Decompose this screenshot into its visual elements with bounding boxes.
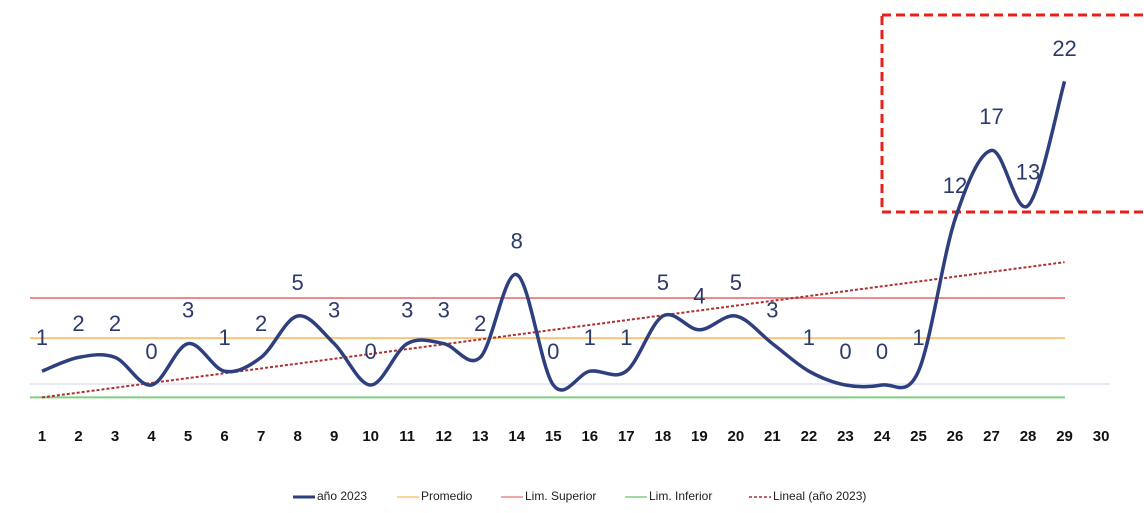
data-label: 1 xyxy=(912,325,924,350)
x-tick-label: 27 xyxy=(983,428,1000,445)
x-tick-label: 8 xyxy=(293,428,301,445)
data-label: 3 xyxy=(182,297,194,322)
x-tick-label: 9 xyxy=(330,428,338,445)
data-label: 3 xyxy=(401,297,413,322)
x-tick-label: 19 xyxy=(691,428,708,445)
data-label: 13 xyxy=(1016,159,1040,184)
x-tick-label: 23 xyxy=(837,428,854,445)
legend-label: año 2023 xyxy=(317,489,367,503)
x-tick-label: 24 xyxy=(874,428,891,445)
legend-label: Promedio xyxy=(421,489,473,503)
x-tick-label: 28 xyxy=(1020,428,1037,445)
data-label: 0 xyxy=(547,339,559,364)
x-tick-label: 6 xyxy=(220,428,228,445)
data-label: 0 xyxy=(876,339,888,364)
legend-label: Lineal (año 2023) xyxy=(773,489,866,503)
data-label: 2 xyxy=(72,311,84,336)
x-tick-label: 17 xyxy=(618,428,635,445)
legend-label: Lim. Superior xyxy=(525,489,596,503)
data-label: 3 xyxy=(438,297,450,322)
x-tick-label: 25 xyxy=(910,428,927,445)
data-label: 12 xyxy=(943,173,967,198)
data-label: 8 xyxy=(511,228,523,253)
data-label: 0 xyxy=(839,339,851,364)
data-label: 1 xyxy=(803,325,815,350)
x-tick-label: 7 xyxy=(257,428,265,445)
highlight-box xyxy=(880,13,1144,214)
data-label: 1 xyxy=(218,325,230,350)
x-tick-label: 20 xyxy=(728,428,745,445)
x-tick-label: 3 xyxy=(111,428,119,445)
legend-label: Lim. Inferior xyxy=(649,489,712,503)
data-label: 22 xyxy=(1052,36,1076,61)
x-tick-label: 15 xyxy=(545,428,562,445)
data-label: 1 xyxy=(584,325,596,350)
trendline xyxy=(41,261,1065,399)
x-tick-label: 11 xyxy=(399,428,415,445)
x-tick-label: 14 xyxy=(508,428,525,445)
data-label: 5 xyxy=(292,270,304,295)
data-label: 5 xyxy=(730,270,742,295)
data-label: 2 xyxy=(474,311,486,336)
data-label: 17 xyxy=(979,104,1003,129)
x-tick-label: 29 xyxy=(1056,428,1073,445)
x-tick-label: 18 xyxy=(654,428,671,445)
data-label: 1 xyxy=(36,325,48,350)
x-tick-label: 10 xyxy=(362,428,379,445)
x-tick-label: 1 xyxy=(38,428,46,445)
data-label: 0 xyxy=(145,339,157,364)
x-tick-label: 5 xyxy=(184,428,192,445)
data-label: 4 xyxy=(693,284,705,309)
x-tick-label: 26 xyxy=(947,428,964,445)
x-tick-label: 2 xyxy=(74,428,82,445)
x-tick-label: 16 xyxy=(581,428,598,445)
x-tick-label: 12 xyxy=(435,428,452,445)
data-label: 5 xyxy=(657,270,669,295)
x-tick-label: 22 xyxy=(801,428,818,445)
data-label: 1 xyxy=(620,325,632,350)
x-tick-label: 4 xyxy=(147,428,156,445)
x-tick-label: 21 xyxy=(764,428,781,445)
x-tick-label: 13 xyxy=(472,428,489,445)
data-label: 3 xyxy=(328,297,340,322)
series-line xyxy=(41,80,1067,392)
data-label: 2 xyxy=(255,311,267,336)
data-label: 2 xyxy=(109,311,121,336)
x-tick-label: 30 xyxy=(1093,428,1110,445)
data-label: 0 xyxy=(365,339,377,364)
data-label: 3 xyxy=(766,297,778,322)
